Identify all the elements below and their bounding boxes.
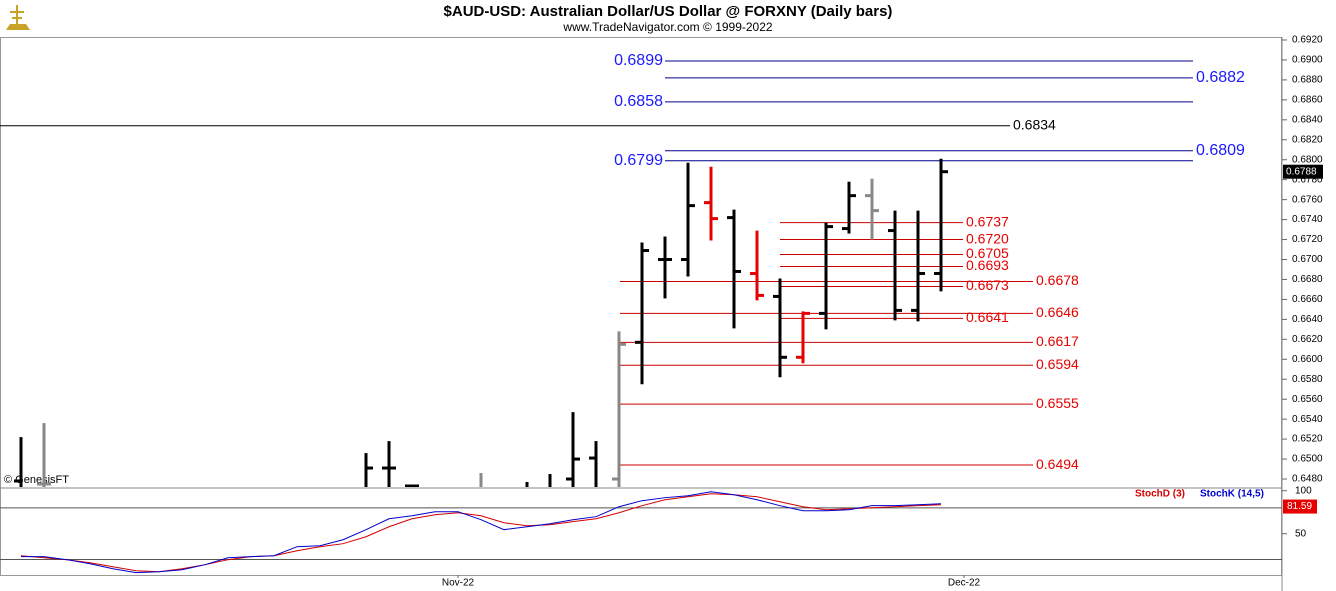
stoch-panel bbox=[0, 491, 1282, 574]
last-price-box bbox=[1283, 164, 1323, 179]
y-tick-label: 0.6800 bbox=[1292, 154, 1323, 165]
stoch-line bbox=[20, 493, 942, 573]
legend-entry: StochK (14,5) bbox=[1200, 489, 1264, 500]
stoch-line bbox=[21, 491, 942, 574]
y-tick-label: 0.6740 bbox=[1292, 214, 1323, 225]
level-label: 0.6617 bbox=[1036, 333, 1079, 349]
y-tick-label: 0.6900 bbox=[1292, 55, 1323, 66]
level-label: 0.6720 bbox=[966, 230, 1009, 246]
y-tick-label: 0.6500 bbox=[1292, 454, 1323, 465]
legend-entry: StochD (3) bbox=[1135, 489, 1185, 500]
level-label: 0.6899 bbox=[614, 52, 663, 69]
logo bbox=[6, 5, 30, 30]
last-price-label: 0.6788 bbox=[1286, 166, 1317, 177]
y-tick-label: 0.6700 bbox=[1292, 254, 1323, 265]
y-tick-label: 0.6880 bbox=[1292, 75, 1323, 86]
level-label: 0.6737 bbox=[966, 213, 1009, 229]
level-label: 0.6799 bbox=[614, 152, 663, 169]
y-tick-label: 0.6720 bbox=[1292, 234, 1323, 245]
y-tick-label: 0.6600 bbox=[1292, 354, 1323, 365]
level-label: 0.6858 bbox=[614, 93, 663, 110]
chart-title: $AUD-USD: Australian Dollar/US Dollar @ … bbox=[444, 3, 893, 20]
y-tick-label: 0.6540 bbox=[1292, 414, 1323, 425]
x-tick-label: Dec-22 bbox=[948, 578, 981, 589]
level-label: 0.6678 bbox=[1036, 272, 1079, 288]
level-label: 0.6594 bbox=[1036, 356, 1079, 372]
y-tick-label: 0.6580 bbox=[1292, 374, 1323, 385]
level-label: 0.6646 bbox=[1036, 304, 1079, 320]
y-tick-label: 0.6860 bbox=[1292, 95, 1323, 106]
level-label: 0.6882 bbox=[1196, 69, 1245, 86]
y-tick-label: 0.6660 bbox=[1292, 294, 1323, 305]
y-tick-label: 0.6520 bbox=[1292, 434, 1323, 445]
y-tick-label: 0.6620 bbox=[1292, 334, 1323, 345]
y-tick-label: 0.6840 bbox=[1292, 114, 1323, 125]
y-tick-label: 0.6760 bbox=[1292, 194, 1323, 205]
level-label: 0.6555 bbox=[1036, 395, 1079, 411]
y-tick-label: 0.6780 bbox=[1292, 174, 1323, 185]
axes: 0.6480 0.6500 0.6520 0.6540 0.6560 0.6580 0.66… bbox=[442, 35, 1323, 589]
level-label: 0.6693 bbox=[966, 257, 1009, 273]
last-value-label: 81.59 bbox=[1287, 501, 1312, 512]
level-label: 0.6705 bbox=[966, 245, 1009, 261]
credit: © GenesisFT bbox=[4, 474, 69, 486]
y-tick-label: 100 bbox=[1295, 485, 1312, 496]
level-label: 0.6834 bbox=[1013, 117, 1056, 133]
level-label: 0.6673 bbox=[966, 277, 1009, 293]
y-tick-label: 50 bbox=[1295, 528, 1307, 539]
subtitle: www.TradeNavigator.com © 1999-2022 bbox=[562, 20, 772, 34]
price-panel bbox=[0, 60, 1193, 487]
y-tick-label: 0.6640 bbox=[1292, 314, 1323, 325]
level-label: 0.6641 bbox=[966, 309, 1009, 325]
y-tick-label: 0.6680 bbox=[1292, 274, 1323, 285]
level-label: 0.6809 bbox=[1196, 142, 1245, 159]
y-tick-label: 0.6480 bbox=[1292, 474, 1323, 485]
y-tick-label: 0.6920 bbox=[1292, 35, 1323, 46]
y-tick-label: 0.6560 bbox=[1292, 394, 1323, 405]
last-value-box bbox=[1283, 499, 1317, 514]
level-label: 0.6494 bbox=[1036, 456, 1079, 472]
x-tick-label: Nov-22 bbox=[442, 578, 475, 589]
y-tick-label: 0.6820 bbox=[1292, 134, 1323, 145]
